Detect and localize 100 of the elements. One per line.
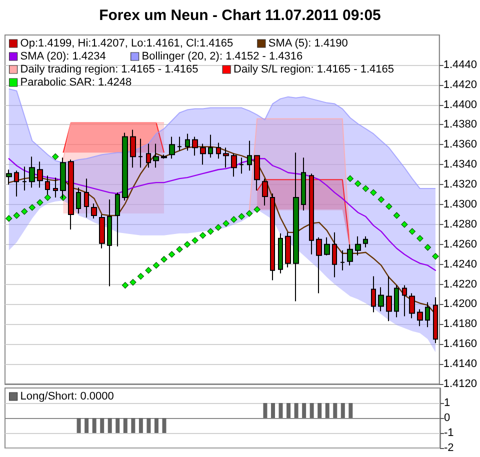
y-tick-label: 1.4380	[443, 118, 478, 131]
candlestick	[324, 236, 330, 256]
y-tick-label: 1.4240	[443, 258, 478, 270]
candlestick	[138, 138, 143, 168]
point	[168, 251, 176, 258]
point	[238, 213, 245, 220]
point	[52, 153, 59, 160]
point	[176, 246, 183, 253]
point	[184, 241, 191, 248]
candlestick	[262, 178, 268, 206]
candlestick	[386, 276, 392, 322]
candlestick	[332, 232, 337, 278]
point	[152, 262, 160, 269]
y-tick-label: 1.4280	[443, 218, 478, 230]
point	[13, 212, 20, 219]
candlestick	[185, 133, 190, 152]
candlestick	[130, 129, 136, 168]
y-tick-label: 1.4320	[443, 178, 478, 191]
candlestick	[68, 159, 74, 230]
point	[21, 208, 28, 215]
y-tick-label: -2	[444, 442, 454, 454]
candlestick	[371, 276, 376, 313]
candlestick	[231, 153, 237, 178]
candlestick	[378, 286, 384, 312]
candlestick	[425, 302, 430, 328]
candlestick	[200, 143, 206, 166]
y-tick-label: 1.4120	[443, 378, 478, 390]
line-series	[8, 158, 436, 271]
point	[145, 267, 152, 274]
legend-label: Parabolic SAR: 1.4248	[20, 76, 132, 88]
candlestick	[355, 236, 361, 256]
legend-label: Daily S/L region: 1.4165 - 1.4165	[234, 64, 394, 76]
candlestick	[409, 292, 415, 319]
y-tick-label: 1.4360	[443, 138, 478, 151]
candlestick	[285, 232, 291, 268]
point	[222, 220, 230, 227]
y-tick-label: 1.4440	[443, 58, 478, 71]
point	[362, 185, 369, 192]
point	[44, 194, 51, 201]
candlestick	[363, 236, 368, 248]
point	[6, 215, 12, 222]
candlestick	[192, 136, 198, 156]
point	[424, 244, 432, 251]
candlestick	[417, 308, 423, 327]
point	[354, 180, 362, 187]
candlestick	[107, 199, 112, 287]
y-tick-label: 1.4340	[443, 158, 478, 171]
point	[254, 206, 260, 213]
y-tick-label: 1.4400	[443, 98, 478, 111]
point	[28, 204, 36, 211]
point	[230, 216, 238, 223]
y-tick-label: 1.4300	[443, 198, 478, 211]
point	[370, 189, 377, 196]
point	[246, 210, 253, 217]
y-tick-label: -1	[444, 427, 454, 439]
point	[130, 278, 136, 286]
candlestick	[433, 296, 438, 344]
y-tick-label: 1.4260	[443, 238, 478, 250]
y-tick-label: 1	[444, 397, 450, 409]
legend-label: Bollinger (20, 2): 1.4152 - 1.4316	[142, 50, 303, 62]
point	[207, 228, 214, 235]
point	[36, 199, 44, 206]
candlestick	[208, 134, 213, 158]
candlestick	[309, 173, 314, 255]
candlestick	[161, 154, 167, 160]
y-tick-label: 1.4160	[443, 338, 478, 350]
legend-label: SMA (20): 1.4234	[20, 50, 106, 62]
point	[401, 221, 408, 228]
line-series	[8, 88, 436, 190]
y-tick-label: 1.4140	[443, 358, 478, 370]
candlestick	[60, 157, 66, 200]
y-tick-label: 1.4420	[443, 78, 478, 91]
candlestick	[99, 214, 105, 249]
candlestick	[177, 136, 182, 152]
candlestick	[278, 232, 283, 274]
candlestick	[301, 157, 306, 211]
candlestick	[293, 152, 299, 302]
y-tick-label: 1.4200	[443, 298, 478, 310]
point	[416, 235, 424, 242]
y-tick-label: 1.4180	[443, 318, 478, 330]
candlestick	[146, 143, 151, 168]
candlestick	[115, 192, 120, 247]
candlestick	[14, 170, 19, 198]
point	[122, 282, 129, 289]
candlestick	[347, 244, 353, 266]
point	[408, 228, 416, 235]
candlestick	[216, 142, 221, 160]
point	[346, 175, 354, 182]
point	[199, 232, 206, 239]
candlestick	[37, 161, 43, 188]
point	[137, 273, 144, 280]
candlestick	[6, 169, 12, 186]
candlestick	[122, 132, 128, 202]
candlestick	[394, 284, 399, 318]
point	[378, 196, 384, 203]
point	[386, 203, 392, 210]
point	[192, 237, 198, 244]
candlestick	[153, 143, 159, 168]
candlestick	[223, 147, 229, 168]
point	[215, 224, 222, 231]
